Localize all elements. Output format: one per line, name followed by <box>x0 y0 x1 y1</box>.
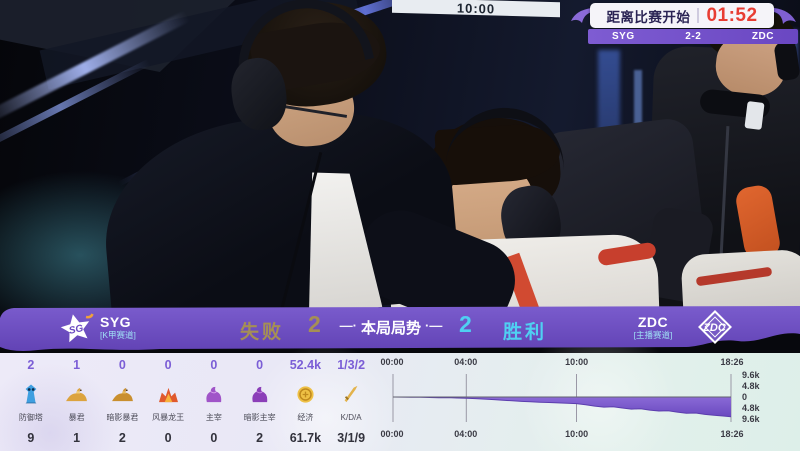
x-tick-label: 04:00 <box>454 429 478 439</box>
y-tick-label: 4.8k <box>742 380 760 391</box>
shadow-tyrant-icon <box>110 382 135 404</box>
left-team-tag: [K甲赛道] <box>100 330 136 340</box>
stat-column-1: 2 防御塔 9 <box>8 359 54 445</box>
stats-columns: 2 防御塔 9 1 暴君 1 0 暗影暴君 2 0 风暴龙王 0 0 主宰 0 0 暗影主宰 2 52.4k 经济 61… <box>8 359 374 445</box>
current-game-status: —· 本局局势 ·— <box>326 317 456 338</box>
stage-screen-clock: 10:00 <box>392 0 560 18</box>
stage-screen-time: 10:00 <box>456 0 496 17</box>
overlord-icon <box>203 382 224 404</box>
x-tick-label: 04:00 <box>454 357 478 367</box>
match-countdown-panel: 距离比赛开始 01:52 SYG 2-2 ZDC <box>560 0 800 48</box>
y-tick-label: 0 <box>742 391 748 402</box>
series-team-right: ZDC <box>751 31 774 42</box>
stat-column-2: 1 暴君 1 <box>54 359 100 445</box>
y-tick-label: 4.8k <box>742 402 760 413</box>
decor-dash-left: —· <box>339 318 357 333</box>
divider <box>697 8 700 23</box>
zdc-diamond-logo: ZDC <box>694 309 734 352</box>
bottom-team-stat-value: 0 <box>210 430 218 445</box>
stat-column-4: 0 风暴龙王 0 <box>145 359 191 445</box>
chart-x-labels-top: 00:00 04:00 10:00 18:26 <box>380 357 743 367</box>
right-team-tag: [主播赛道] <box>633 330 673 340</box>
stat-column-7: 52.4k 经济 61.7k <box>283 359 329 445</box>
stat-label: 暗影主宰 <box>243 413 276 423</box>
headset-band <box>445 102 569 180</box>
chart-x-labels-bottom: 00:00 04:00 10:00 18:26 <box>380 429 743 439</box>
x-tick-label: 10:00 <box>565 357 589 367</box>
bottom-team-stat-value: 3/1/9 <box>337 430 366 445</box>
left-team-game-score: 2 <box>308 311 321 337</box>
status-label: 本局局势 <box>360 320 421 337</box>
left-team-name: SYG <box>100 314 132 330</box>
staff-chest-patch <box>744 101 765 130</box>
stat-column-6: 0 暗影主宰 2 <box>237 359 283 445</box>
stat-label: 风暴龙王 <box>152 413 185 423</box>
turret-icon <box>22 382 40 404</box>
tyrant-icon <box>64 382 89 404</box>
series-team-left: SYG <box>612 31 635 42</box>
top-team-stat-value: 2 <box>27 358 35 372</box>
svg-text:SG: SG <box>68 323 85 337</box>
storm-dragon-icon <box>157 382 180 404</box>
kda-sword-icon <box>341 382 361 404</box>
bottom-team-stat-value: 2 <box>256 430 264 445</box>
x-tick-label: 18:26 <box>720 429 744 439</box>
syg-star-logo: SG <box>58 311 94 352</box>
y-tick-label: 9.6k <box>742 369 760 380</box>
stats-panel: 2 防御塔 9 1 暴君 1 0 暗影暴君 2 0 风暴龙王 0 0 主宰 0 0 暗影主宰 2 52.4k 经济 61… <box>0 323 800 451</box>
top-team-stat-value: 0 <box>164 358 172 372</box>
x-tick-label: 00:00 <box>380 357 404 367</box>
top-team-stat-value: 1/3/2 <box>337 358 366 372</box>
top-team-stat-value: 0 <box>118 358 126 372</box>
stat-column-5: 0 主宰 0 <box>191 359 237 445</box>
wing-ornament-left <box>571 8 592 23</box>
decor-dash-right: ·— <box>425 318 443 333</box>
shadow-overlord-icon <box>249 382 270 404</box>
countdown-timer: 01:52 <box>706 4 758 26</box>
bottom-team-stat-value: 1 <box>73 430 81 445</box>
countdown-label: 距离比赛开始 <box>606 9 691 25</box>
y-tick-label: 9.6k <box>742 413 760 424</box>
stat-column-3: 0 暗影暴君 2 <box>100 359 146 445</box>
bottom-team-stat-value: 0 <box>164 430 172 445</box>
right-team-name: ZDC <box>637 314 669 330</box>
x-tick-label: 00:00 <box>380 429 404 439</box>
wing-ornament-right <box>774 8 796 24</box>
series-score: 2-2 <box>685 31 702 42</box>
left-team-result: 失败 <box>240 322 285 343</box>
banner-ribbon <box>0 306 800 351</box>
stat-label: 防御塔 <box>18 413 43 423</box>
economy-diff-chart <box>392 372 732 424</box>
series-score-bar: SYG 2-2 ZDC <box>588 29 798 44</box>
stat-column-8: 1/3/2 K/D/A 3/1/9 <box>328 359 374 445</box>
stat-label: 主宰 <box>205 413 222 423</box>
gold-coin-icon <box>296 382 315 404</box>
top-team-stat-value: 1 <box>73 358 81 372</box>
banner-right-team: ZDC [主播赛道] <box>612 314 694 341</box>
top-team-stat-value: 0 <box>256 358 264 372</box>
stat-label: 经济 <box>297 413 314 423</box>
x-tick-label: 18:26 <box>720 357 744 367</box>
chart-y-labels: 9.6k 4.8k 0 4.8k 9.6k <box>742 369 778 424</box>
countdown-box: 距离比赛开始 01:52 <box>590 3 774 28</box>
svg-text:ZDC: ZDC <box>702 322 727 334</box>
stat-label: K/D/A <box>340 413 362 423</box>
banner-left-team: SYG [K甲赛道] <box>100 314 136 341</box>
top-team-stat-value: 52.4k <box>289 358 322 372</box>
stat-label: 暴君 <box>68 413 85 423</box>
bottom-team-stat-value: 61.7k <box>289 430 322 445</box>
top-team-stat-value: 0 <box>210 358 218 372</box>
right-team-game-score: 2 <box>459 311 472 337</box>
right-team-result: 胜利 <box>503 322 548 343</box>
x-tick-label: 10:00 <box>565 429 589 439</box>
bottom-team-stat-value: 9 <box>27 430 35 445</box>
bottom-team-stat-value: 2 <box>118 430 126 445</box>
stat-label: 暗影暴君 <box>106 413 139 423</box>
